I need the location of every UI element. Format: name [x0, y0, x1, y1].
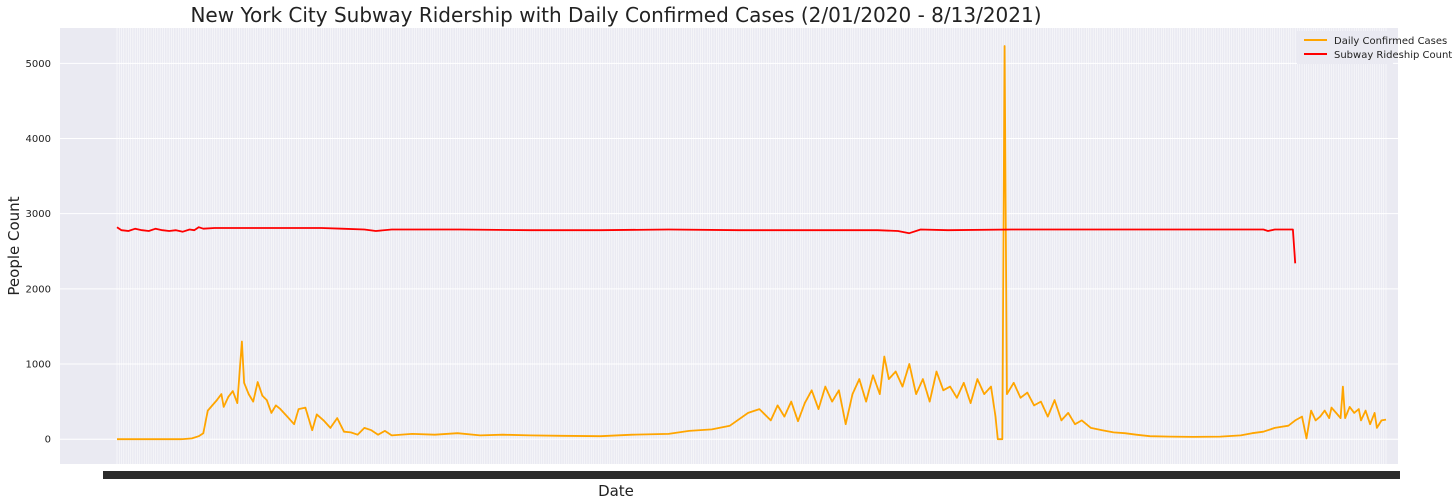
x-axis-ticks — [103, 471, 1400, 479]
series-line-daily-confirmed-cases — [117, 45, 1387, 441]
series-line-subway-ridership — [116, 226, 1297, 264]
y-tick-label: 4000 — [26, 134, 51, 145]
legend: Daily Confirmed Cases Subway Rideship Co… — [1297, 31, 1452, 64]
legend-box — [1297, 31, 1393, 64]
y-axis-tick-labels: 0 1000 2000 3000 4000 5000 — [26, 59, 51, 446]
chart-title: New York City Subway Ridership with Dail… — [190, 3, 1041, 27]
legend-label-cases: Daily Confirmed Cases — [1334, 36, 1447, 47]
y-tick-label: 2000 — [26, 284, 51, 295]
y-tick-label: 0 — [45, 435, 51, 446]
x-tick-labels-overlap — [103, 471, 1400, 479]
gridlines — [60, 28, 1398, 464]
series-lines — [116, 45, 1387, 441]
y-axis-label: People Count — [5, 196, 23, 295]
y-tick-label: 5000 — [26, 59, 51, 70]
y-tick-label: 3000 — [26, 209, 51, 220]
y-tick-label: 1000 — [26, 360, 51, 371]
x-axis-label: Date — [598, 482, 634, 500]
legend-label-ridership: Subway Rideship Count — [1334, 50, 1452, 61]
